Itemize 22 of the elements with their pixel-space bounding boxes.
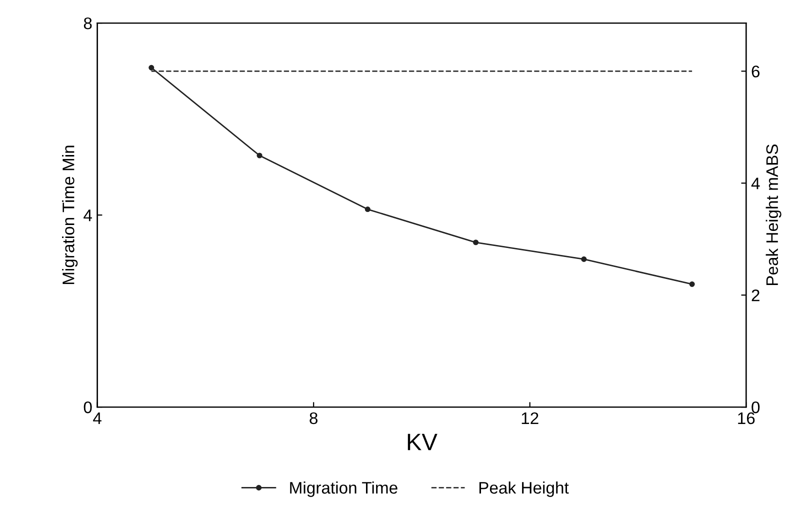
y2-tick-label: 2 [752, 289, 760, 302]
y2-tick-label: 0 [752, 401, 760, 414]
y-axis-title: Migration Time Min [62, 146, 78, 284]
y-tick-label: 8 [84, 17, 92, 30]
x-tick-label: 8 [310, 412, 318, 424]
point [581, 256, 587, 262]
y2-tick-label: 4 [751, 178, 760, 190]
x-tick-label: 4 [93, 412, 102, 424]
point [256, 152, 262, 158]
point [473, 240, 479, 246]
y-tick-label: 0 [84, 401, 92, 414]
legend-label: Peak Height [479, 481, 569, 497]
point [148, 64, 154, 70]
x-axis-title: KV [408, 434, 438, 450]
y2-axis-title: Peak Height mABS [766, 144, 782, 285]
y2-tick-label: 6 [752, 66, 760, 78]
x-tick-label: 12 [522, 412, 538, 424]
point [364, 206, 370, 212]
legend-label: Migration Time [290, 481, 398, 497]
x-tick-label: 16 [738, 412, 755, 424]
y-tick-label: 4 [84, 210, 92, 222]
point [689, 281, 695, 287]
